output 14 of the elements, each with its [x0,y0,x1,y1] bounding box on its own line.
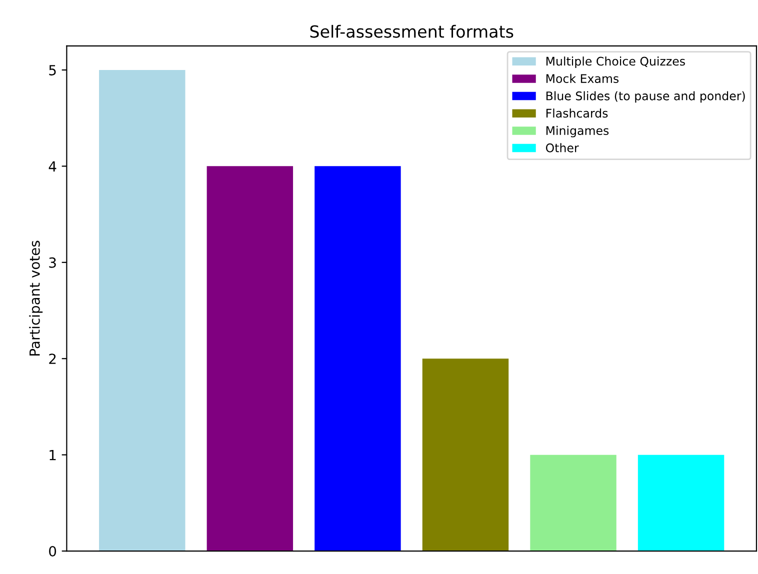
y-tick-label: 4 [48,161,56,172]
y-tick-label: 2 [49,354,56,364]
y-tick-label: 5 [49,65,56,76]
legend-label: Mock Exams [546,74,619,84]
legend-label: Flashcards [546,108,608,118]
legend-label: Minigames [546,126,609,138]
y-tick-label: 0 [49,546,56,557]
y-tick-label: 3 [49,257,56,268]
legend-label: Blue Slides (to pause and ponder) [546,91,745,103]
y-axis-title: Participant votes [29,240,43,356]
chart-title: Self-assessment formats [310,24,514,38]
legend-label: Other [546,143,579,152]
y-tick-label: 1 [50,450,56,460]
legend-label: Multiple Choice Quizzes [546,56,685,68]
